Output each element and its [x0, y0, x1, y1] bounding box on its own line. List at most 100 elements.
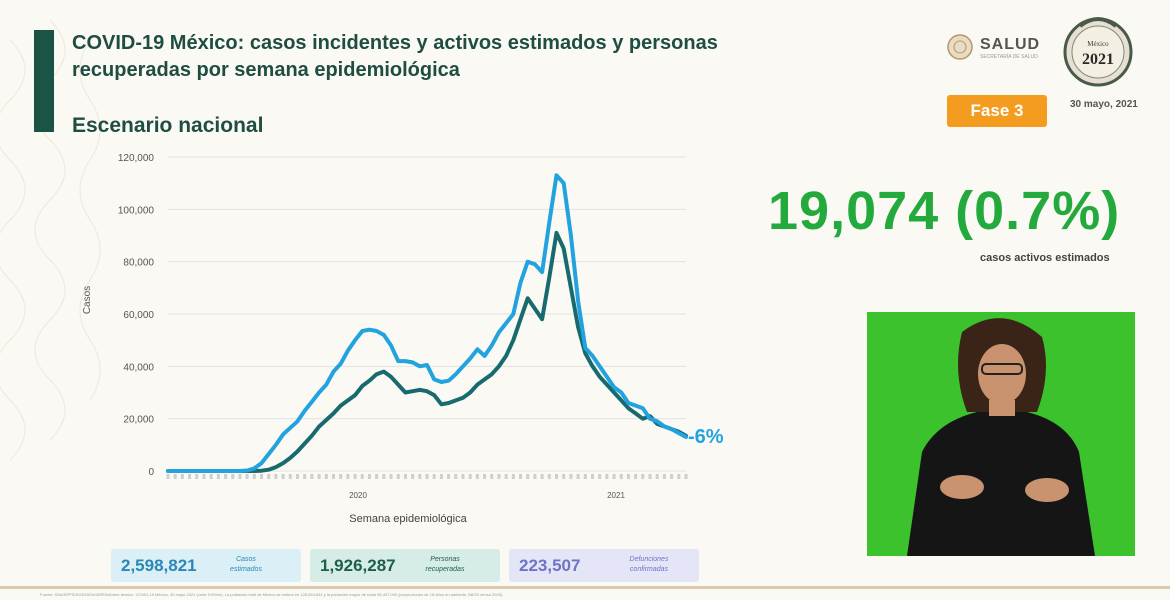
x-week-tick — [662, 474, 666, 479]
x-week-tick — [547, 474, 551, 479]
mexico-2021-seal: México 2021 — [1063, 17, 1133, 87]
x-week-tick — [439, 474, 443, 479]
x-week-tick — [331, 474, 335, 479]
x-week-tick — [252, 474, 256, 479]
x-week-tick — [375, 474, 379, 479]
seal-year: 2021 — [1082, 51, 1114, 68]
phase-badge: Fase 3 — [947, 95, 1047, 127]
x-week-tick — [562, 474, 566, 479]
x-week-tick — [626, 474, 630, 479]
page-title: COVID-19 México: casos incidentes y acti… — [72, 32, 718, 81]
x-week-tick — [648, 474, 652, 479]
salud-logo-text: SALUD — [980, 36, 1041, 53]
y-tick-label: 80,000 — [123, 258, 154, 269]
x-week-tick — [403, 474, 407, 479]
x-tick-label: 2021 — [607, 491, 625, 500]
stat-estimated-cases: 2,598,821 Casos estimados — [111, 549, 301, 582]
x-week-tick — [519, 474, 523, 479]
x-week-tick — [468, 474, 472, 479]
stat-estimated-cases-value: 2,598,821 — [121, 556, 197, 575]
y-tick-label: 120,000 — [118, 153, 155, 164]
active-cases-value: 19,074 (0.7%) — [768, 181, 1121, 241]
x-week-tick — [303, 474, 307, 479]
x-week-tick — [684, 474, 688, 479]
salud-logo — [947, 34, 973, 60]
x-week-tick — [389, 474, 393, 479]
x-week-tick — [245, 474, 249, 479]
series-line-estimated — [166, 173, 688, 473]
cases-line-chart: 020,00040,00060,00080,000100,000120,000 … — [82, 153, 724, 525]
x-week-tick — [339, 474, 343, 479]
salud-logo-subtext: SECRETARÍA DE SALUD — [980, 54, 1038, 60]
x-week-tick — [641, 474, 645, 479]
x-tick-label: 2020 — [349, 491, 367, 500]
x-week-tick — [195, 474, 199, 479]
y-tick-label: 0 — [148, 467, 154, 478]
x-week-tick — [425, 474, 429, 479]
x-week-tick — [569, 474, 573, 479]
x-week-tick — [166, 474, 170, 479]
x-week-tick — [382, 474, 386, 479]
x-week-tick — [216, 474, 220, 479]
x-week-tick — [497, 474, 501, 479]
x-axis: 2020 2021 — [166, 474, 688, 500]
stat-recovered-label: Personas recuperadas — [425, 556, 465, 573]
x-week-tick — [490, 474, 494, 479]
x-week-tick — [677, 474, 681, 479]
x-week-tick — [296, 474, 299, 479]
x-week-tick — [583, 474, 587, 479]
x-week-tick — [418, 474, 422, 479]
stat-deaths-label: Defunciones confirmadas — [629, 556, 669, 573]
active-cases-caption: casos activos estimados — [980, 252, 1110, 264]
stat-recovered: 1,926,287 Personas recuperadas — [310, 549, 500, 582]
y-axis-ticks: 0 20,000 40,000 60,000 80,000 100,000 120,000 — [118, 153, 155, 478]
x-week-tick — [324, 474, 328, 479]
accent-bar — [34, 30, 54, 132]
x-week-tick — [461, 474, 465, 479]
x-week-tick — [260, 474, 264, 479]
y-tick-label: 100,000 — [118, 205, 155, 216]
x-week-tick — [432, 474, 436, 479]
stat-deaths-value: 223,507 — [519, 556, 581, 575]
x-week-tick — [605, 474, 609, 479]
page-subtitle: Escenario nacional — [72, 114, 264, 137]
change-label: -6% — [688, 426, 724, 448]
x-week-tick — [475, 474, 479, 479]
x-week-tick — [238, 474, 242, 479]
chart-series — [166, 173, 688, 473]
bottom-strip — [0, 586, 1170, 589]
y-axis-label: Casos — [82, 286, 93, 314]
x-week-tick — [612, 474, 616, 479]
x-week-tick — [533, 474, 537, 479]
x-week-tick — [504, 474, 508, 479]
chart-grid — [168, 156, 686, 472]
sign-language-interpreter-video — [867, 312, 1135, 556]
stat-recovered-value: 1,926,287 — [320, 556, 396, 575]
x-week-tick — [274, 474, 278, 479]
x-week-tick — [202, 474, 206, 479]
x-week-tick — [231, 474, 235, 479]
x-week-tick — [598, 474, 602, 479]
x-week-tick — [670, 474, 674, 479]
x-week-tick — [346, 474, 350, 479]
x-week-tick — [483, 474, 487, 479]
x-week-tick — [526, 474, 530, 479]
x-week-tick — [180, 474, 184, 479]
x-week-tick — [209, 474, 213, 479]
y-tick-label: 60,000 — [123, 310, 154, 321]
x-week-tick — [173, 474, 177, 479]
x-week-tick — [576, 474, 580, 479]
x-week-tick — [590, 474, 594, 479]
x-axis-label: Semana epidemiológica — [349, 513, 467, 525]
series-line-active — [166, 230, 688, 473]
y-tick-label: 20,000 — [123, 415, 154, 426]
x-week-tick — [411, 474, 415, 479]
x-week-tick — [288, 474, 292, 479]
x-week-tick — [281, 474, 285, 479]
report-date: 30 mayo, 2021 — [1070, 99, 1138, 110]
x-week-tick — [267, 474, 271, 479]
seal-title: México — [1087, 40, 1109, 48]
x-week-tick — [310, 474, 314, 479]
x-week-tick — [367, 474, 371, 479]
x-week-tick — [619, 474, 623, 479]
